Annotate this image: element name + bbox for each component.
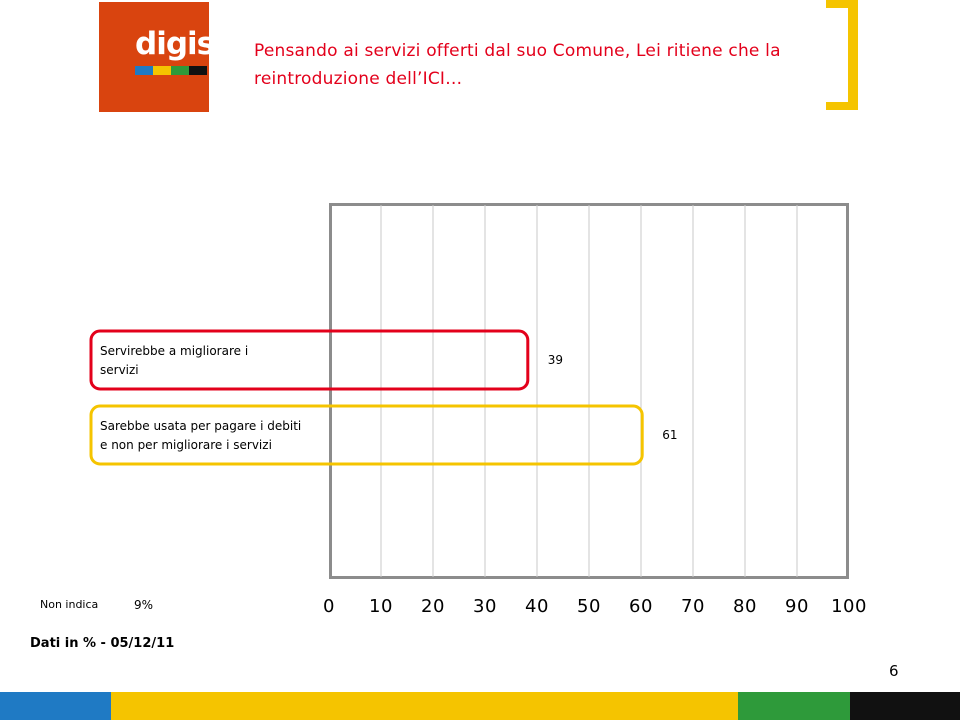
digis-logo: digis — [99, 2, 215, 112]
plot-frame — [329, 203, 849, 579]
question-title: Pensando ai servizi offerti dal suo Comu… — [254, 41, 781, 89]
logo-text: digis — [135, 26, 215, 62]
accent-bracket — [826, 0, 858, 110]
x-tick-label: 60 — [629, 596, 653, 617]
footer-stripes — [0, 692, 960, 720]
bracket-bottom — [826, 102, 858, 110]
page-number: 6 — [889, 662, 899, 680]
logo-stripe-blue — [135, 66, 153, 75]
non-indica-label: Non indica — [40, 598, 99, 611]
x-tick-label: 20 — [421, 596, 445, 617]
bar-label-line: servizi — [100, 363, 139, 377]
x-tick-label: 90 — [785, 596, 809, 617]
bracket-top — [826, 0, 858, 8]
footer-stripe-black — [850, 692, 960, 720]
x-tick-label: 70 — [681, 596, 705, 617]
footer-stripe-blue — [0, 692, 111, 720]
bar-label-line: Sarebbe usata per pagare i debiti — [100, 419, 302, 433]
x-tick-label: 100 — [831, 596, 867, 617]
value-label-debiti: 61 — [662, 428, 678, 442]
logo-stripe-black — [189, 66, 207, 75]
footer-stripe-green — [738, 692, 850, 720]
logo-stripe-green — [171, 66, 189, 75]
x-tick-label: 30 — [473, 596, 497, 617]
bar-label-line: e non per migliorare i servizi — [100, 438, 272, 452]
x-tick-label: 40 — [525, 596, 549, 617]
bar-debiti — [89, 404, 644, 466]
bracket-vertical — [848, 0, 858, 110]
bar-label-line: Servirebbe a migliorare i — [100, 344, 249, 358]
bar-label-debiti: Sarebbe usata per pagare i debiti e non … — [100, 417, 301, 455]
x-tick-label: 0 — [323, 596, 335, 617]
value-label-migliorare: 39 — [547, 353, 564, 367]
bar-migliorare — [89, 329, 530, 391]
logo-stripes — [135, 66, 207, 75]
x-tick-label: 50 — [577, 596, 601, 617]
footer-stripe-yellow — [111, 692, 738, 720]
x-tick-label: 10 — [369, 596, 393, 617]
data-note: Dati in % - 05/12/11 — [30, 636, 175, 651]
logo-stripe-yellow — [153, 66, 171, 75]
x-tick-label: 80 — [733, 596, 757, 617]
bar-label-migliorare: Servirebbe a migliorare i servizi — [100, 342, 248, 380]
non-indica-value: 9% — [134, 598, 154, 612]
